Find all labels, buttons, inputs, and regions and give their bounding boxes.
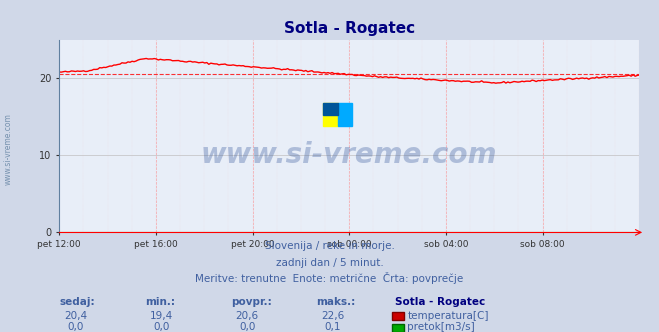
- Text: 19,4: 19,4: [150, 311, 173, 321]
- Text: zadnji dan / 5 minut.: zadnji dan / 5 minut.: [275, 258, 384, 268]
- Text: 22,6: 22,6: [321, 311, 345, 321]
- Text: Meritve: trenutne  Enote: metrične  Črta: povprečje: Meritve: trenutne Enote: metrične Črta: …: [195, 272, 464, 284]
- Text: 0,0: 0,0: [239, 322, 255, 332]
- Text: temperatura[C]: temperatura[C]: [407, 311, 489, 321]
- Text: 20,6: 20,6: [235, 311, 259, 321]
- Text: www.si-vreme.com: www.si-vreme.com: [201, 141, 498, 169]
- Text: povpr.:: povpr.:: [231, 297, 272, 307]
- Text: pretok[m3/s]: pretok[m3/s]: [407, 322, 475, 332]
- Bar: [337, 103, 352, 126]
- Text: min.:: min.:: [145, 297, 175, 307]
- Text: maks.:: maks.:: [316, 297, 356, 307]
- Text: sedaj:: sedaj:: [59, 297, 95, 307]
- Text: 0,0: 0,0: [68, 322, 84, 332]
- Text: Slovenija / reke in morje.: Slovenija / reke in morje.: [264, 241, 395, 251]
- Text: www.si-vreme.com: www.si-vreme.com: [3, 114, 13, 185]
- Text: 0,0: 0,0: [154, 322, 169, 332]
- Text: 0,1: 0,1: [324, 322, 341, 332]
- Title: Sotla - Rogatec: Sotla - Rogatec: [284, 21, 415, 36]
- Text: 20,4: 20,4: [64, 311, 88, 321]
- Bar: [323, 103, 337, 126]
- Bar: [323, 103, 337, 115]
- Text: Sotla - Rogatec: Sotla - Rogatec: [395, 297, 486, 307]
